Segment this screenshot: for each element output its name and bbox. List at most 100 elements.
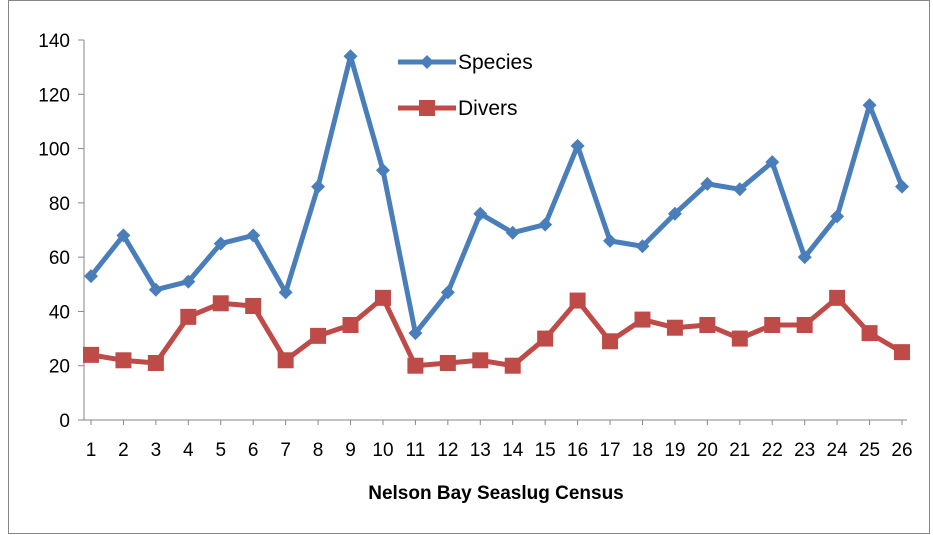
x-tick-label: 5 (215, 440, 226, 461)
x-tick-label: 10 (372, 440, 393, 461)
x-tick-label: 18 (632, 440, 653, 461)
data-point-divers (472, 352, 489, 369)
data-point-divers (829, 289, 846, 306)
data-point-species (732, 182, 747, 197)
data-point-species (440, 285, 455, 300)
y-tick-label: 80 (49, 194, 70, 215)
x-tick-label: 23 (794, 440, 815, 461)
chart-border (8, 0, 930, 534)
data-point-species (473, 206, 488, 221)
y-tick-label: 60 (49, 248, 70, 269)
data-point-divers (439, 355, 456, 371)
data-point-divers (83, 346, 99, 363)
x-tick-label: 21 (729, 440, 750, 461)
data-point-divers (569, 292, 586, 309)
y-tick-label: 100 (38, 140, 70, 161)
data-point-divers (731, 330, 748, 347)
data-point-divers (310, 327, 327, 344)
y-tick-label: 140 (38, 31, 70, 52)
y-tick-label: 20 (49, 357, 70, 378)
legend-item-divers: Divers (398, 97, 518, 120)
x-tick-label: 12 (437, 440, 458, 461)
data-point-species (375, 163, 390, 178)
legend-label-species: Species (458, 51, 533, 74)
data-point-divers (212, 295, 229, 312)
data-point-divers (796, 317, 813, 333)
data-point-species (635, 239, 650, 254)
series-divers (83, 289, 910, 374)
data-point-divers (407, 357, 424, 374)
data-point-species (797, 250, 812, 265)
data-point-divers (147, 355, 164, 371)
legend-marker-divers (419, 100, 435, 116)
data-point-species (895, 179, 909, 194)
x-axis-title: Nelson Bay Seaslug Census (368, 483, 624, 504)
series-species (84, 49, 909, 341)
x-tick-label: 8 (313, 440, 324, 461)
data-point-divers (537, 330, 554, 347)
data-point-divers (894, 344, 910, 361)
data-point-species (213, 236, 228, 251)
x-tick-label: 26 (891, 440, 912, 461)
data-point-divers (374, 289, 391, 306)
data-point-species (570, 138, 585, 153)
data-point-species (181, 274, 196, 289)
x-tick-label: 9 (345, 440, 356, 461)
legend-marker-species (420, 55, 434, 69)
data-point-divers (699, 317, 716, 333)
legend: Species Divers (398, 51, 533, 120)
x-tick-label: 4 (183, 440, 194, 461)
x-tick-label: 20 (697, 440, 718, 461)
data-point-species (862, 98, 877, 113)
data-point-species (116, 228, 131, 243)
x-tick-label: 22 (762, 440, 783, 461)
data-point-divers (504, 357, 521, 374)
x-tick-label: 1 (86, 440, 97, 461)
x-tick-label: 19 (664, 440, 685, 461)
x-tick-label: 16 (567, 440, 588, 461)
data-point-species (603, 233, 618, 248)
series-layer (83, 49, 910, 374)
data-point-divers (115, 352, 132, 369)
data-point-divers (666, 319, 683, 336)
data-point-species (505, 225, 520, 240)
data-point-species (278, 285, 293, 300)
legend-label-divers: Divers (458, 97, 518, 120)
data-point-divers (342, 317, 359, 333)
data-point-species (246, 228, 261, 243)
x-tick-label: 2 (118, 440, 129, 461)
data-point-divers (764, 317, 781, 333)
y-tick-label: 120 (38, 85, 70, 106)
data-point-species (311, 179, 326, 194)
x-tick-label: 17 (599, 440, 620, 461)
data-point-species (343, 49, 358, 64)
data-point-divers (602, 333, 619, 350)
data-point-divers (180, 308, 197, 325)
x-tick-label: 24 (827, 440, 849, 461)
x-axis: 1 2 3 4 5 6 7 8 9 10 11 12 13 14 15 16 17 18 19 20 21 22 23 24 2… (84, 419, 913, 461)
x-tick-label: 15 (535, 440, 556, 461)
data-point-species (84, 269, 98, 284)
x-tick-label: 6 (248, 440, 259, 461)
data-point-species (667, 206, 682, 221)
y-tick-label: 40 (49, 302, 70, 323)
x-tick-label: 14 (502, 440, 524, 461)
data-point-species (148, 282, 163, 297)
legend-item-species: Species (398, 51, 533, 74)
data-point-species (830, 209, 845, 224)
x-tick-label: 11 (406, 440, 426, 461)
data-point-divers (861, 325, 878, 342)
x-tick-label: 3 (151, 440, 162, 461)
data-point-divers (245, 298, 262, 314)
data-point-divers (634, 311, 651, 328)
data-point-species (700, 176, 715, 191)
y-tick-label: 0 (59, 411, 70, 432)
x-tick-label: 25 (859, 440, 880, 461)
x-tick-label: 13 (470, 440, 491, 461)
data-point-divers (277, 352, 294, 369)
data-point-species (765, 155, 780, 170)
data-point-species (408, 326, 423, 341)
data-point-species (538, 217, 553, 232)
